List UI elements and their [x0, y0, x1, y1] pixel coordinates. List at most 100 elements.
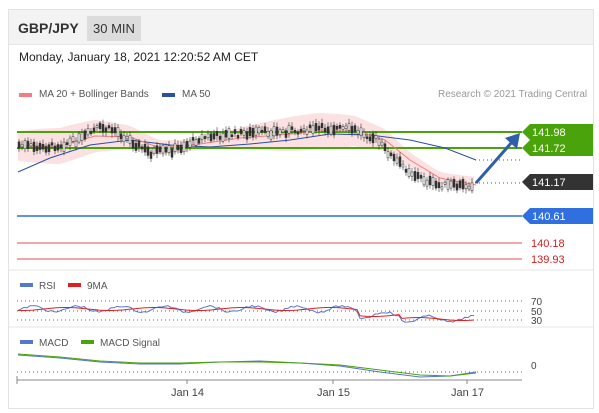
candle-body: [71, 136, 75, 142]
candle-body: [452, 178, 456, 188]
candle-body: [74, 140, 78, 148]
candle-body: [437, 182, 441, 189]
candle-body: [371, 133, 375, 144]
chart-header: GBP/JPY 30 MIN: [9, 10, 593, 45]
candle-body: [122, 135, 126, 142]
ma50-swatch: [162, 92, 175, 97]
macd-signal-swatch: [81, 340, 94, 344]
candle-body: [170, 148, 174, 158]
candle-body: [47, 144, 51, 153]
candle-body: [284, 130, 288, 138]
candle-body: [137, 140, 141, 148]
x-tick-label: Jan 17: [451, 387, 484, 399]
candle-body: [359, 127, 363, 136]
candle-body: [221, 133, 225, 142]
candle-body: [98, 122, 102, 130]
candle-body: [287, 125, 291, 134]
candle-body: [251, 127, 255, 138]
price-label-text: 141.98: [532, 127, 566, 139]
candle-body: [368, 136, 372, 142]
candle-body: [44, 146, 48, 153]
candle-body: [347, 123, 351, 131]
forecast-arrow: [474, 141, 514, 184]
candle-body: [200, 134, 204, 140]
candle-body: [455, 183, 459, 191]
credit: Research © 2021 Trading Central: [438, 89, 588, 100]
candle-body: [197, 138, 201, 144]
candle-body: [266, 131, 270, 137]
candle-body: [344, 125, 348, 129]
candle-body: [458, 180, 462, 188]
candle-body: [329, 125, 333, 135]
candle-body: [467, 185, 471, 190]
candle-body: [365, 136, 369, 139]
candle-body: [149, 151, 153, 159]
candle-body: [449, 180, 453, 189]
price-label-141-17: 141.17: [522, 174, 593, 190]
candle-body: [215, 131, 219, 136]
candle-body: [188, 140, 192, 148]
candle-body: [461, 179, 465, 190]
candle-body: [227, 128, 231, 139]
candle-body: [356, 130, 360, 135]
ma20-line: [18, 130, 477, 186]
candle-body: [314, 123, 318, 131]
candle-body: [272, 126, 276, 137]
candle-body: [107, 125, 111, 129]
candle-body: [104, 127, 108, 133]
candle-body: [65, 142, 69, 145]
rsi9-label: 9MA: [87, 281, 108, 292]
candle-body: [293, 130, 297, 133]
candle-body: [416, 171, 420, 180]
candle-body: [101, 124, 105, 133]
candle-body: [440, 186, 444, 190]
candle-body: [335, 125, 339, 130]
candle-body: [257, 127, 261, 134]
candle-body: [248, 127, 252, 136]
candle-body: [278, 129, 282, 135]
candle-body: [305, 129, 309, 135]
candle-body: [290, 126, 294, 131]
macd-signal-line: [17, 353, 477, 377]
legend-ma20-label: MA 20 + Bollinger Bands: [39, 89, 149, 100]
ma20-swatch: [19, 92, 32, 97]
candle-body: [50, 142, 54, 146]
bollinger-bands: [18, 113, 474, 193]
rsi-level-50: 50: [531, 307, 543, 318]
rsi-level-70: 70: [531, 297, 543, 308]
candle-body: [164, 147, 168, 153]
rsi-label: RSI: [39, 281, 56, 292]
candle-body: [419, 174, 423, 179]
candle-body: [341, 126, 345, 130]
candle-body: [269, 130, 273, 140]
price-label-text: 141.17: [532, 177, 566, 189]
candle-body: [263, 126, 267, 133]
candle-body: [323, 127, 327, 133]
candle-body: [392, 153, 396, 162]
candle-body: [83, 130, 87, 140]
candle-body: [146, 146, 150, 156]
candle-body: [350, 125, 354, 134]
candle-body: [203, 136, 207, 140]
candle-body: [413, 171, 417, 181]
ma50-line: [17, 133, 477, 173]
candle-body: [29, 143, 33, 147]
candle-body: [260, 129, 264, 133]
candle-body: [311, 125, 315, 134]
candle-body: [95, 125, 99, 128]
x-tick-label: Jan 15: [317, 387, 350, 399]
candle-body: [320, 123, 324, 129]
legend-ma50-label: MA 50: [182, 89, 211, 100]
timeframe-button[interactable]: 30 MIN: [87, 16, 141, 41]
candle-body: [209, 133, 213, 142]
candle-body: [464, 184, 468, 189]
price-label-139-93: 139.93: [531, 254, 565, 266]
candle-body: [20, 144, 24, 148]
candle-body: [374, 135, 378, 139]
candle-body: [401, 163, 405, 168]
candle-body: [317, 125, 321, 131]
candle-body: [140, 146, 144, 150]
candle-body: [389, 152, 393, 157]
rsi-swatch: [20, 283, 33, 287]
